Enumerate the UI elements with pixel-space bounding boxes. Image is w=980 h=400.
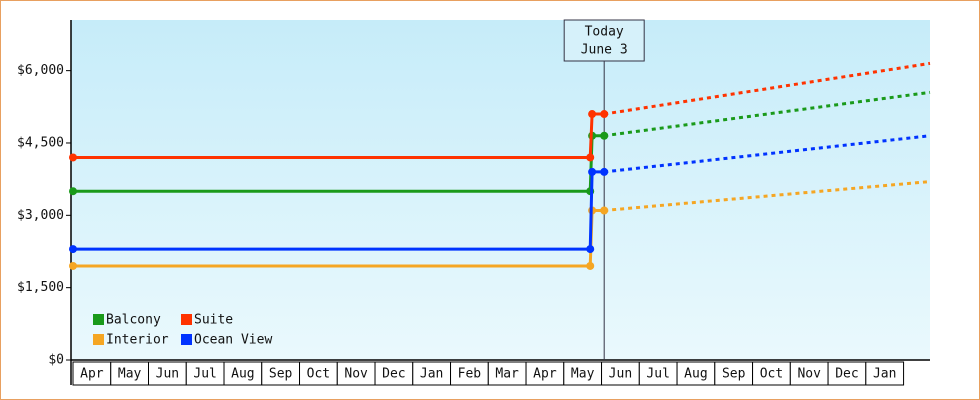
point (600, 167, 609, 176)
point (586, 261, 595, 270)
y-tick-label: $0 (48, 353, 64, 368)
forecast-line (603, 61, 931, 116)
point (69, 245, 77, 254)
x-tick-label: Jun (156, 367, 179, 382)
legend-label: Balcony (106, 313, 161, 328)
x-tick-label: Jun (609, 367, 632, 382)
point (586, 245, 595, 254)
x-tick-label: Jul (646, 367, 669, 382)
point (600, 206, 609, 215)
point (600, 131, 609, 140)
x-tick-label: Oct (307, 367, 330, 382)
x-tick-label: Jul (193, 367, 216, 382)
point (588, 167, 597, 176)
y-tick-label: $4,500 (17, 135, 64, 150)
legend-label: Suite (194, 313, 233, 328)
x-tick-label: Aug (231, 367, 254, 382)
x-tick-label: Mar (495, 367, 519, 382)
x-tick-label: Jan (873, 367, 896, 382)
forecast-line (604, 134, 931, 174)
point (69, 187, 77, 196)
price-line (73, 112, 605, 159)
x-tick-label: Apr (80, 367, 104, 382)
point (69, 261, 77, 270)
forecast-line (603, 90, 931, 138)
x-tick-label: May (571, 367, 595, 382)
point (69, 153, 77, 162)
x-tick-label: Nov (797, 367, 821, 382)
legend-swatch (93, 314, 104, 325)
price-line (73, 134, 605, 193)
point (586, 153, 595, 162)
y-tick-label: $1,500 (17, 280, 64, 295)
x-tick-label: Nov (344, 367, 368, 382)
x-tick-label: Apr (533, 367, 557, 382)
point (588, 110, 597, 119)
x-tick-label: Oct (760, 367, 783, 382)
today-label: June 3 (581, 43, 628, 58)
month-box (865, 361, 905, 386)
legend-swatch (93, 334, 104, 345)
legend-label: Ocean View (194, 333, 272, 348)
y-tick-label: $6,000 (17, 63, 64, 78)
point (600, 110, 609, 119)
legend-label: Interior (106, 333, 169, 348)
today-box (563, 19, 645, 62)
x-tick-label: Aug (684, 367, 707, 382)
x-tick-label: Sep (722, 367, 746, 382)
x-tick-label: Jan (420, 367, 443, 382)
legend-swatch (181, 334, 192, 345)
x-tick-label: Dec (835, 367, 858, 382)
x-tick-label: Feb (458, 367, 482, 382)
today-label: Today (585, 25, 624, 40)
price-line (73, 170, 605, 251)
x-tick-label: Dec (382, 367, 405, 382)
x-tick-label: Sep (269, 367, 293, 382)
y-tick-label: $3,000 (17, 208, 64, 223)
legend-swatch (181, 314, 192, 325)
forecast-line (604, 180, 931, 212)
x-tick-label: May (118, 367, 142, 382)
